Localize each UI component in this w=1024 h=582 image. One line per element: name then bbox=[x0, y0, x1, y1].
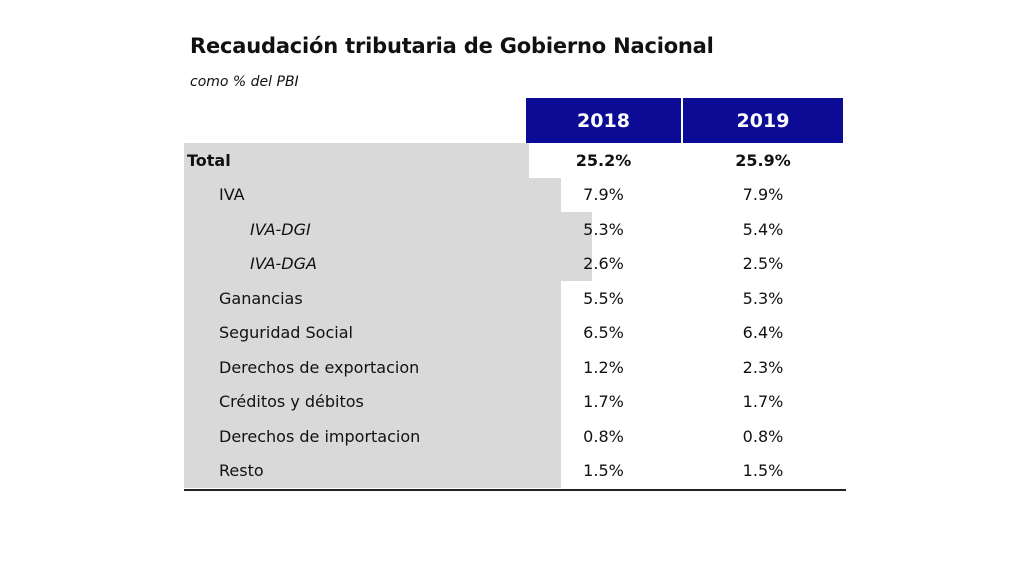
cell-2019: 2.5% bbox=[742, 254, 784, 274]
cell-2018: 5.3% bbox=[583, 219, 624, 239]
cell-2019: 5.4% bbox=[742, 219, 784, 239]
table-row: Resto 1.5% 1.5% bbox=[184, 453, 846, 488]
cell-2018: 6.5% bbox=[583, 323, 624, 343]
row-label: Derechos de exportacion bbox=[184, 350, 561, 385]
cell-2018: 1.7% bbox=[583, 392, 624, 412]
header-row: 2018 2019 bbox=[184, 98, 846, 143]
row-label: Ganancias bbox=[184, 281, 561, 316]
cell-2018: 1.2% bbox=[583, 357, 624, 377]
cell-2018: 1.5% bbox=[583, 461, 624, 481]
row-label: Total bbox=[184, 143, 529, 178]
column-header-2018: 2018 bbox=[526, 98, 681, 143]
cell-2018: 7.9% bbox=[583, 185, 624, 205]
row-label: Créditos y débitos bbox=[184, 384, 561, 419]
cell-2019: 25.9% bbox=[735, 150, 791, 170]
tax-revenue-table: 2018 2019 Total 25.2% 25.9% IVA 7.9% 7.9% IVA-… bbox=[184, 98, 846, 491]
table-body: Total 25.2% 25.9% IVA 7.9% 7.9% IVA-DGI 5.3% 5.4… bbox=[184, 143, 846, 488]
cell-2019: 0.8% bbox=[742, 426, 784, 446]
cell-2018: 2.6% bbox=[583, 254, 624, 274]
cell-2018: 5.5% bbox=[583, 288, 624, 308]
row-label: IVA-DGA bbox=[184, 246, 592, 281]
cell-2019: 6.4% bbox=[742, 323, 784, 343]
cell-2019: 2.3% bbox=[742, 357, 784, 377]
table-row: Derechos de importacion 0.8% 0.8% bbox=[184, 419, 846, 454]
cell-2018: 0.8% bbox=[583, 426, 624, 446]
table-row: Derechos de exportacion 1.2% 2.3% bbox=[184, 350, 846, 385]
row-label: Resto bbox=[184, 453, 561, 488]
table-row: IVA-DGI 5.3% 5.4% bbox=[184, 212, 846, 247]
table-row: Créditos y débitos 1.7% 1.7% bbox=[184, 384, 846, 419]
table-row: IVA-DGA 2.6% 2.5% bbox=[184, 246, 846, 281]
row-label: IVA bbox=[184, 177, 561, 212]
cell-2019: 1.7% bbox=[742, 392, 784, 412]
table-row: Ganancias 5.5% 5.3% bbox=[184, 281, 846, 316]
table-row: Seguridad Social 6.5% 6.4% bbox=[184, 315, 846, 350]
cell-2019: 7.9% bbox=[742, 185, 784, 205]
table-row: IVA 7.9% 7.9% bbox=[184, 177, 846, 212]
row-label: IVA-DGI bbox=[184, 212, 592, 247]
cell-2019: 5.3% bbox=[742, 288, 784, 308]
column-header-2019: 2019 bbox=[683, 98, 843, 143]
cell-2019: 1.5% bbox=[742, 461, 784, 481]
table-row: Total 25.2% 25.9% bbox=[184, 143, 846, 178]
cell-2018: 25.2% bbox=[575, 150, 632, 170]
table-subtitle: como % del PBI bbox=[190, 74, 299, 90]
row-label: Derechos de importacion bbox=[184, 419, 561, 454]
row-label: Seguridad Social bbox=[184, 315, 561, 350]
bottom-rule bbox=[184, 489, 846, 491]
table-title: Recaudación tributaria de Gobierno Nacio… bbox=[190, 34, 714, 58]
